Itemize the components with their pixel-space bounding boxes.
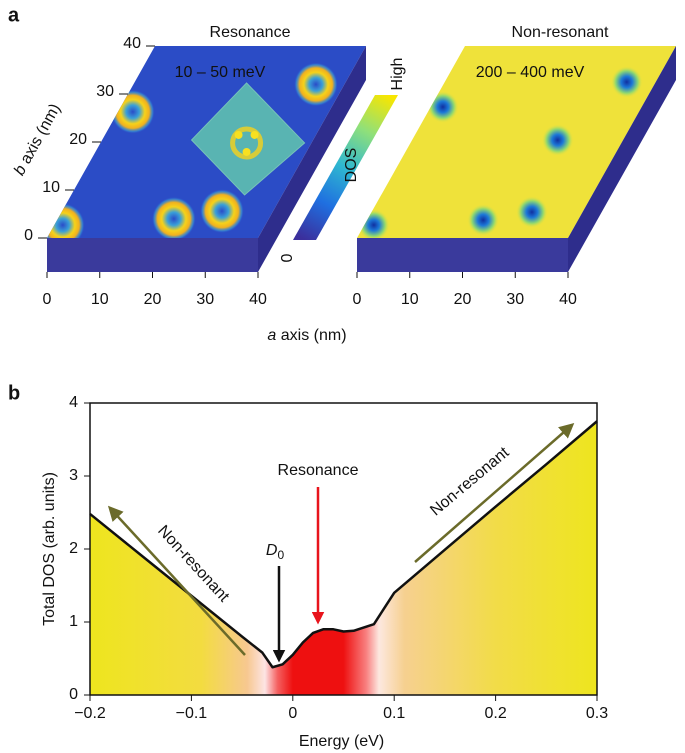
y-tick-label: 3	[69, 467, 78, 484]
dot-spot	[467, 204, 500, 236]
energy-range: 10 – 50 meV	[175, 64, 266, 81]
y-tick-label: 20	[69, 131, 87, 148]
dos-area	[90, 421, 597, 695]
y-tick-label: 1	[69, 613, 78, 630]
map-side-face	[258, 46, 366, 272]
map-side-face	[568, 46, 676, 272]
dot-spot	[357, 209, 390, 238]
y-tick-label: 40	[123, 35, 141, 52]
dos-line	[89, 420, 598, 669]
x-axis-label: Energy (eV)	[299, 733, 384, 750]
x-tick-label: 0.1	[383, 705, 405, 722]
x-tick-label: 0	[353, 291, 362, 308]
y-tick-label: 0	[24, 227, 33, 244]
x-tick-label: −0.2	[74, 705, 106, 722]
dot-spot	[515, 196, 548, 229]
x-tick-label: 40	[559, 291, 577, 308]
map-title: Resonance	[210, 24, 291, 41]
colorbar-min: 0	[279, 253, 296, 262]
feature-core	[230, 126, 264, 160]
ring-spot	[293, 62, 338, 107]
dot-spot	[610, 66, 643, 98]
y-tick-label: 4	[69, 394, 78, 411]
x-tick-label: 30	[196, 291, 214, 308]
feature-lobe	[250, 130, 259, 139]
colorbar-max: High	[389, 58, 406, 91]
colorbar-label: DOS	[343, 148, 360, 183]
dot-spot	[541, 124, 574, 157]
annotation-arrow	[107, 505, 246, 656]
x-tick-label: 0.3	[586, 705, 608, 722]
map-front-face	[47, 238, 258, 272]
ring-spot	[110, 89, 155, 134]
x-tick-label: 0	[43, 291, 52, 308]
map-surface	[357, 46, 676, 238]
x-tick-label: 20	[144, 291, 162, 308]
map-front-face	[357, 238, 568, 272]
map-title: Non-resonant	[512, 24, 610, 41]
x-tick-label: 20	[454, 291, 472, 308]
x-tick-label: 10	[401, 291, 419, 308]
resonance-feature	[190, 82, 306, 196]
y-tick-label: 0	[69, 686, 78, 703]
feature-lobe	[242, 147, 251, 156]
x-tick-label: 10	[91, 291, 109, 308]
ring-spot	[199, 189, 244, 234]
y-tick-label: 30	[96, 83, 114, 100]
panel-label: a	[8, 4, 20, 26]
annotation-subscript: 0	[277, 548, 284, 562]
annotation-arrow	[414, 423, 575, 563]
y-axis-label: b axis (nm)	[11, 101, 64, 178]
annotation: Resonance	[278, 462, 359, 479]
x-tick-label: 40	[249, 291, 267, 308]
annotation: D0	[266, 542, 285, 562]
x-tick-label: 30	[506, 291, 524, 308]
panel-label: b	[8, 382, 20, 404]
annotation-main: D	[266, 542, 278, 559]
colorbar	[293, 95, 398, 240]
ring-spot	[151, 196, 196, 238]
y-tick-label: 10	[42, 179, 60, 196]
dot-spot	[426, 90, 459, 123]
y-tick-label: 2	[69, 540, 78, 557]
feature-lobe	[234, 130, 243, 139]
x-axis-label: a axis (nm)	[267, 327, 346, 344]
energy-range: 200 – 400 meV	[476, 64, 585, 81]
x-tick-label: 0.2	[484, 705, 506, 722]
y-axis-label: Total DOS (arb. units)	[41, 472, 58, 626]
x-tick-label: −0.1	[176, 705, 208, 722]
x-tick-label: 0	[288, 705, 297, 722]
